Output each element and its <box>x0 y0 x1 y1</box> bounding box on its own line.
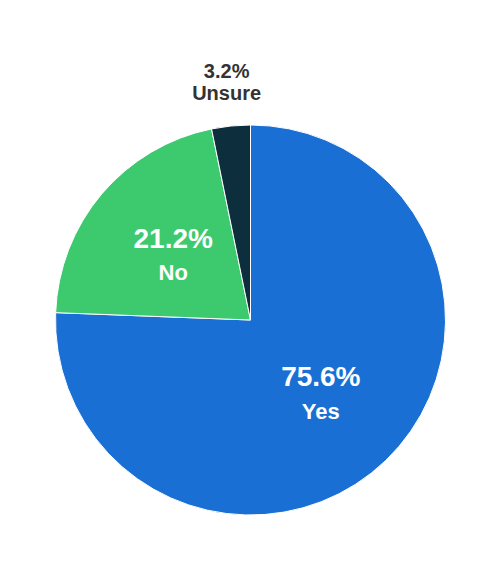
slice <box>56 125 446 515</box>
pie: 75.6% Yes 21.2% No 3.2%Unsure <box>56 60 446 515</box>
slice-label: Yes <box>302 399 340 424</box>
slice-label: No <box>159 260 188 285</box>
slice-label: Unsure <box>192 82 261 104</box>
data-label: 21.2% <box>133 223 212 254</box>
slice <box>212 125 251 320</box>
chart: 75.6% Yes 21.2% No 3.2%Unsure <box>0 0 501 584</box>
slices <box>56 125 446 515</box>
data-label: 75.6% <box>281 361 360 392</box>
labels: 75.6% Yes 21.2% No 3.2%Unsure <box>133 60 360 424</box>
data-label: 3.2% <box>204 60 250 82</box>
